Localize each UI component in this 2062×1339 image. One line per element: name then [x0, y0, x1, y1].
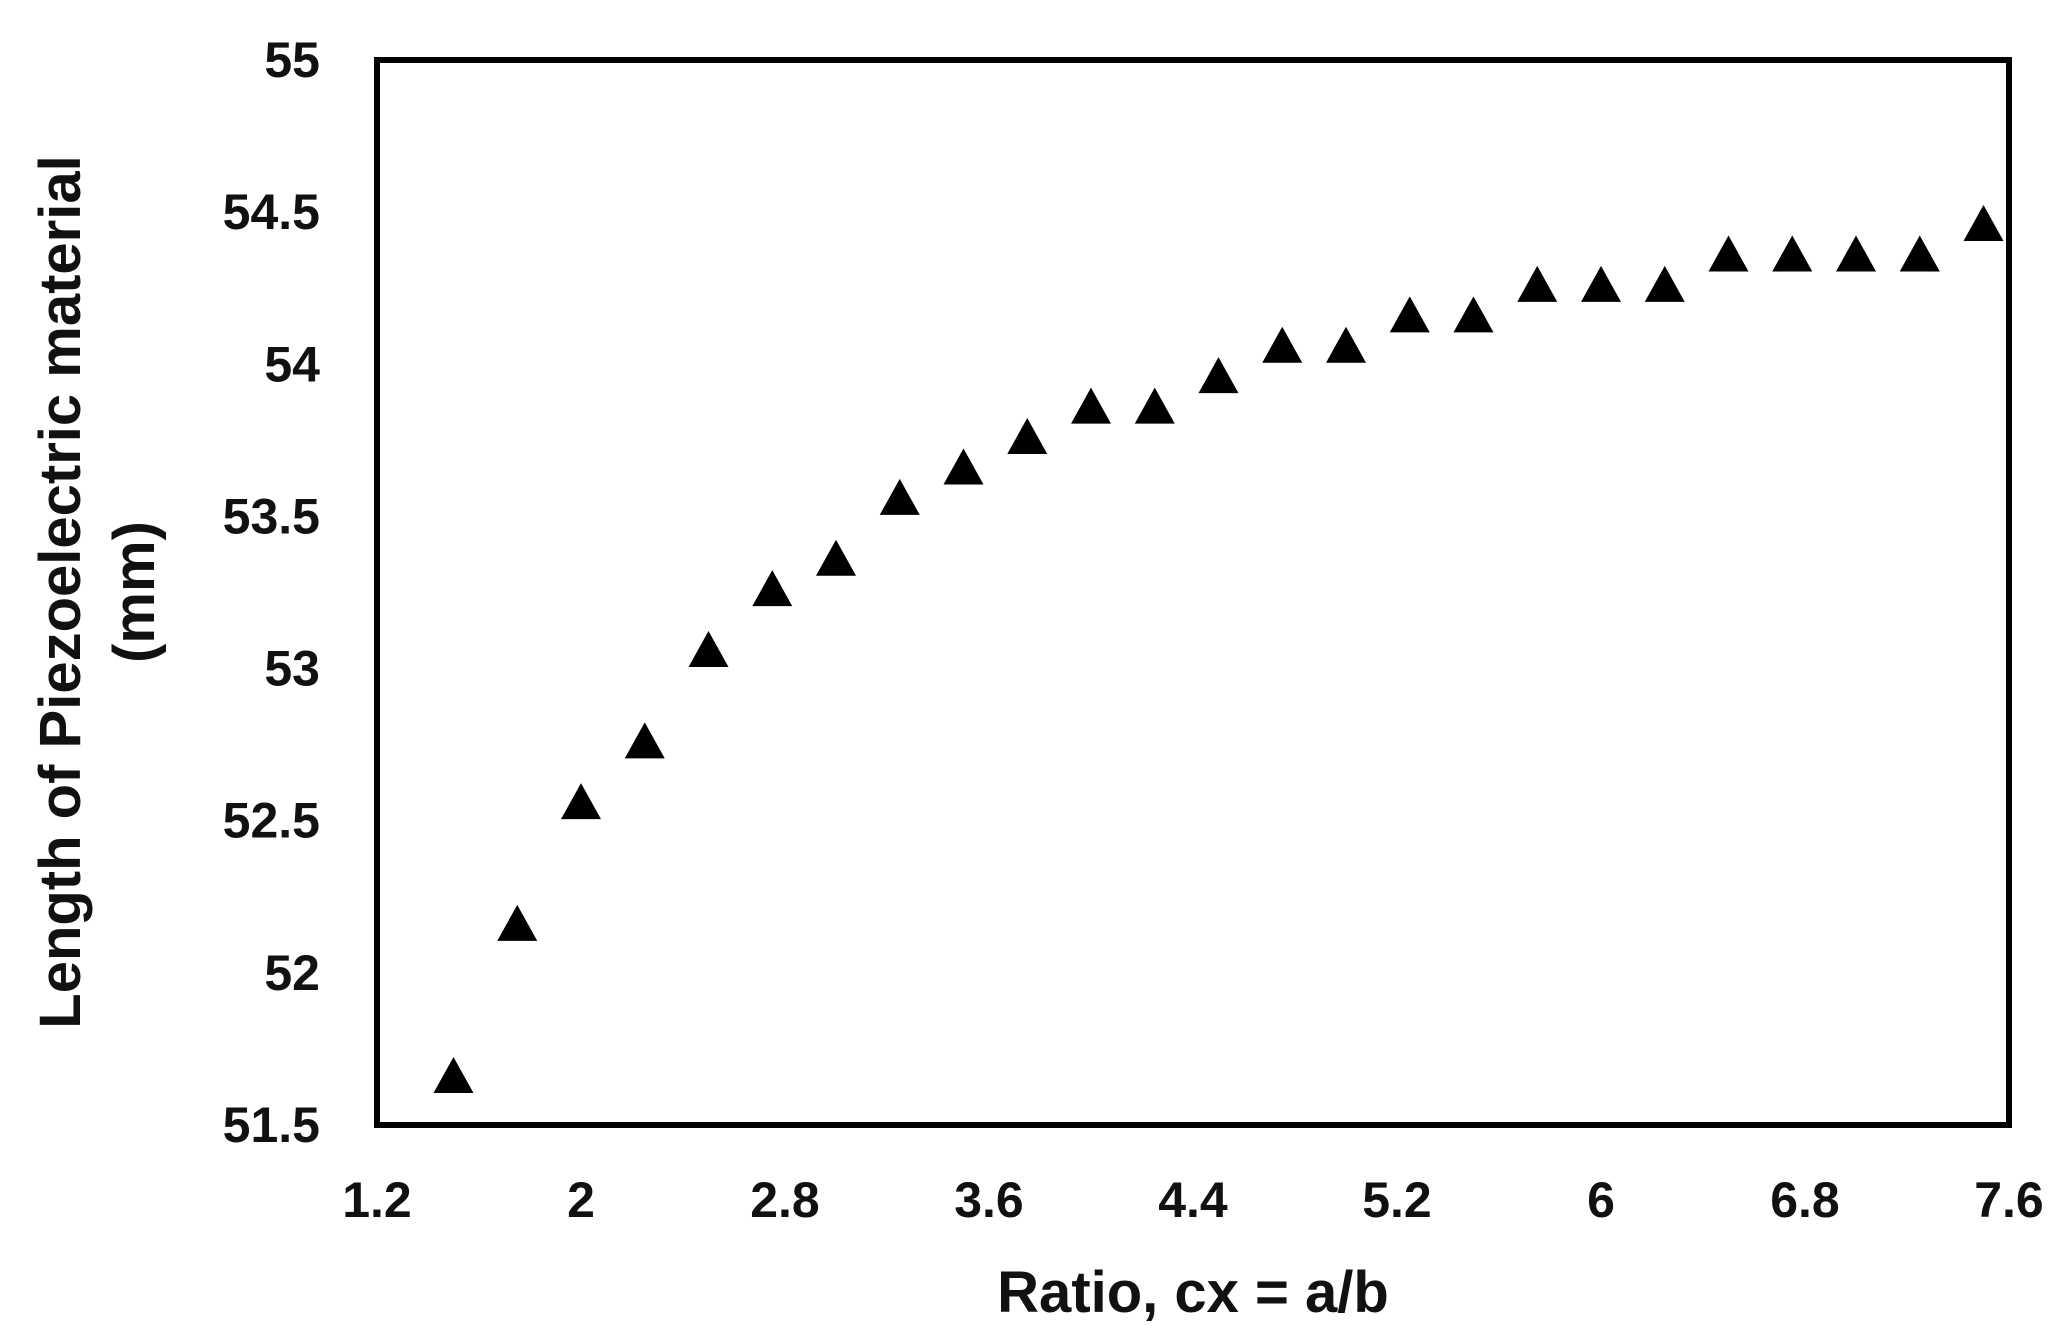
data-markers [433, 205, 2004, 1094]
y-tick-label: 51.5 [223, 1097, 320, 1153]
x-tick-label: 5.2 [1362, 1172, 1432, 1228]
y-axis-title: Length of Piezoelectric material (mm) [28, 155, 167, 1028]
data-point-triangle [497, 904, 538, 941]
x-axis-ticks: 1.2 2 2.8 3.6 4.4 5.2 6 6.8 7.6 [342, 1172, 2044, 1228]
data-point-triangle [879, 478, 920, 515]
data-point-triangle [1581, 265, 1621, 302]
data-point-triangle [1644, 265, 1685, 302]
data-point-triangle [624, 722, 665, 759]
y-tick-label: 53 [264, 641, 320, 697]
x-tick-label: 3.6 [954, 1172, 1024, 1228]
data-point-triangle [1836, 235, 1876, 272]
data-point-triangle [1198, 357, 1239, 394]
y-tick-label: 52 [264, 945, 320, 1001]
y-tick-label: 54.5 [223, 184, 320, 240]
x-tick-label: 2.8 [750, 1172, 820, 1228]
data-point-triangle [1262, 326, 1303, 363]
data-point-triangle [561, 783, 601, 820]
data-point-triangle [1517, 265, 1558, 302]
y-tick-label: 52.5 [223, 793, 320, 849]
y-axis-title-line-1: Length of Piezoelectric material [28, 155, 93, 1028]
data-point-triangle [433, 1057, 474, 1094]
plot-area-frame [374, 57, 2012, 1128]
data-point-triangle [1389, 296, 1430, 333]
x-tick-label: 7.6 [1974, 1172, 2044, 1228]
x-axis-title: Ratio, cx = a/b [997, 1260, 1389, 1325]
y-tick-label: 54 [264, 336, 320, 392]
data-point-triangle [816, 539, 856, 576]
data-point-triangle [1708, 235, 1749, 272]
y-tick-label: 53.5 [223, 488, 320, 544]
x-tick-label: 6.8 [1770, 1172, 1840, 1228]
x-tick-label: 2 [567, 1172, 595, 1228]
data-point-triangle [1007, 418, 1048, 455]
x-tick-label: 1.2 [342, 1172, 412, 1228]
data-point-triangle [1134, 387, 1175, 424]
y-tick-label: 55 [264, 32, 320, 88]
x-tick-label: 4.4 [1158, 1172, 1228, 1228]
data-point-triangle [1326, 326, 1366, 363]
data-point-triangle [1453, 296, 1494, 333]
data-point-triangle [943, 448, 984, 485]
data-point-triangle [1772, 235, 1813, 272]
data-point-triangle [1071, 387, 1111, 424]
data-point-triangle [1899, 235, 1940, 272]
data-point-triangle [688, 631, 729, 668]
y-axis-ticks: 51.5 52 52.5 53 53.5 54 54.5 55 [223, 32, 321, 1153]
data-point-triangle [752, 570, 793, 607]
y-axis-title-line-2: (mm) [102, 521, 167, 663]
data-point-triangle [1963, 205, 2004, 242]
x-tick-label: 6 [1587, 1172, 1615, 1228]
